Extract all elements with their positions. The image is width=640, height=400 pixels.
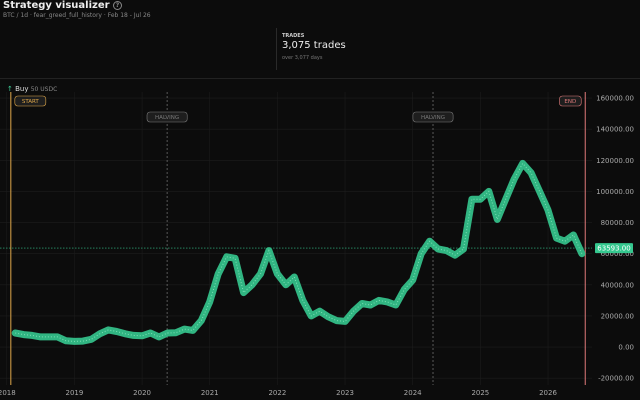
info-icon[interactable]: ? <box>113 0 123 10</box>
marker-badge <box>146 111 188 123</box>
y-tick-label: 80000.00 <box>601 219 634 227</box>
y-tick-label: 40000.00 <box>601 281 634 289</box>
x-tick-label: 2026 <box>539 389 557 397</box>
subtitle: BTC / 1d · fear_greed_full_history · Feb… <box>3 12 151 19</box>
marker-label: START <box>22 99 40 105</box>
marker-label: END <box>564 99 576 105</box>
price-line <box>15 162 583 342</box>
legend-amount: 50 USDC <box>30 86 58 93</box>
y-tick-label: -20000.00 <box>598 375 634 383</box>
y-tick-label: 160000.00 <box>596 95 634 103</box>
y-tick-label: 20000.00 <box>601 312 634 320</box>
last-price-badge <box>595 243 633 254</box>
x-tick-label: 2018 <box>0 389 16 397</box>
last-price-label: 63593.00 <box>597 245 630 253</box>
x-tick-label: 2023 <box>336 389 354 397</box>
y-tick-label: 60000.00 <box>601 250 634 258</box>
marker-badge <box>412 111 454 123</box>
y-tick-label: 100000.00 <box>596 188 634 196</box>
legend-icon: ↑ <box>7 85 13 93</box>
price-band <box>11 159 586 345</box>
stat-note: over 3,077 days <box>282 55 323 61</box>
marker-label: HALVING <box>155 115 179 121</box>
y-tick-label: 140000.00 <box>596 126 634 134</box>
marker-badge <box>14 95 47 107</box>
title: Strategy visualizer ? <box>3 0 123 11</box>
marker-label: HALVING <box>421 115 445 121</box>
marker-badge <box>559 95 582 107</box>
y-tick-label: 120000.00 <box>596 157 634 165</box>
x-tick-label: 2024 <box>404 389 422 397</box>
x-tick-label: 2025 <box>471 389 489 397</box>
legend-label: Buy <box>15 85 29 93</box>
x-tick-label: 2019 <box>66 389 84 397</box>
y-tick-label: 0.00 <box>618 344 634 352</box>
divider <box>276 28 277 70</box>
legend[interactable]: ↑ Buy 50 USDC <box>7 85 57 93</box>
stat-value: 3,075 trades <box>282 40 346 51</box>
x-tick-label: 2021 <box>201 389 219 397</box>
x-tick-label: 2022 <box>268 389 286 397</box>
title-text: Strategy visualizer <box>3 0 110 11</box>
stat-label: TRADES <box>282 33 305 39</box>
separator <box>0 78 640 79</box>
x-tick-label: 2020 <box>133 389 151 397</box>
